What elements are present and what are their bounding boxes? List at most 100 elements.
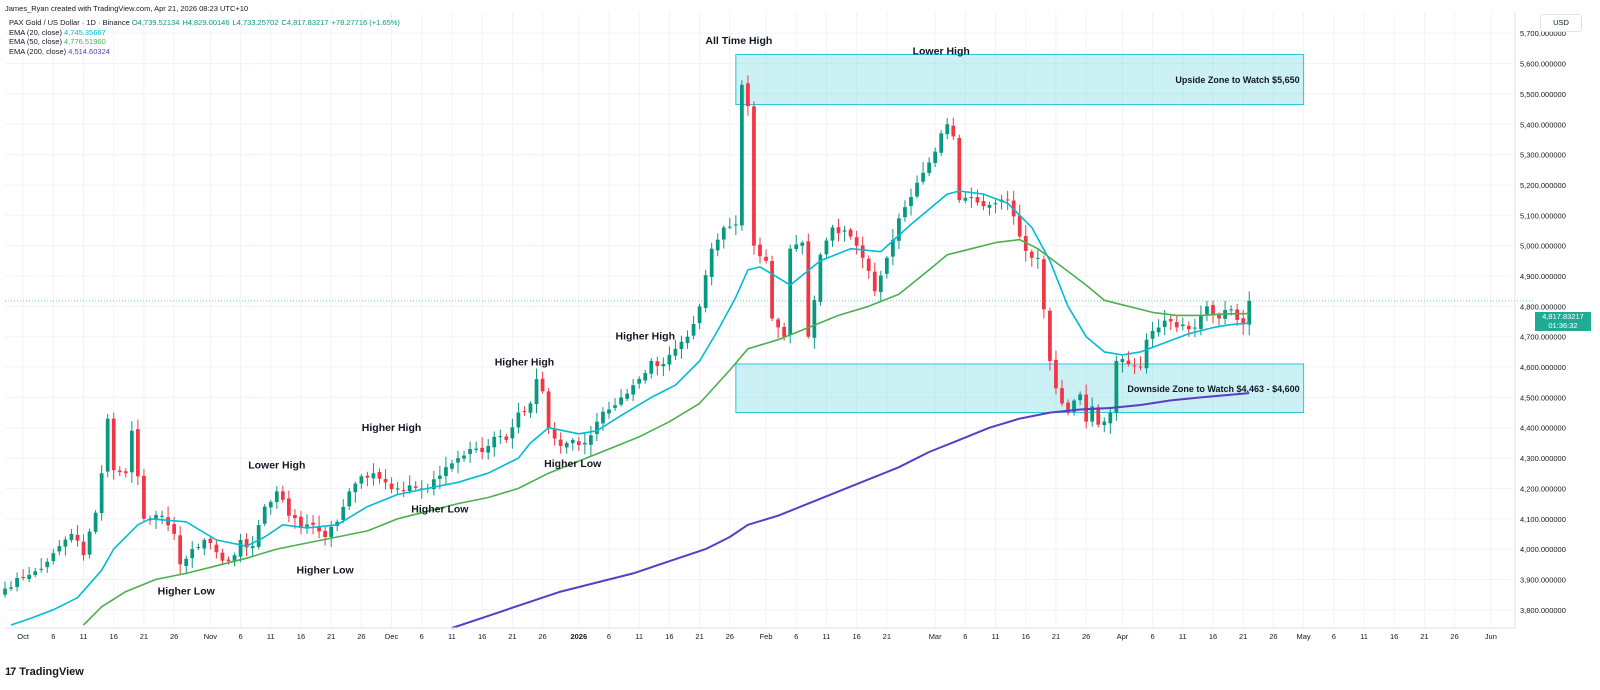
ohlc-low: L4,733.25702	[232, 18, 279, 27]
y-tick-label: 5,700.000000	[1520, 29, 1566, 38]
currency-button[interactable]: USD	[1540, 14, 1582, 32]
candle-body	[148, 519, 152, 521]
candle-body	[1199, 315, 1203, 329]
x-tick-label: 21	[140, 632, 148, 641]
candle-body	[196, 547, 201, 549]
candle-body	[401, 490, 406, 492]
y-tick-label: 4,700.000000	[1520, 333, 1566, 342]
y-tick-label: 4,600.000000	[1520, 363, 1566, 372]
ohlc-values: O4,739.52134 H4,829.00146 L4,733.25702 C4,8…	[132, 18, 403, 27]
candle-body	[123, 471, 128, 474]
candle-body	[413, 486, 418, 488]
candle-body	[129, 430, 134, 473]
candle-body	[842, 230, 847, 232]
candle-body	[897, 218, 901, 241]
candle-body	[142, 475, 146, 519]
tradingview-logo[interactable]: 17 TradingView	[5, 666, 84, 678]
candle-body	[214, 544, 219, 553]
candle-body	[788, 248, 793, 336]
x-tick-label: Apr	[1117, 632, 1129, 641]
ema200-legend[interactable]: EMA (200, close) 4,514.60324	[9, 47, 110, 57]
candle-body	[474, 448, 478, 450]
candle-body	[637, 378, 642, 384]
ema20-legend[interactable]: EMA (20, close) 4,745.35667	[9, 28, 106, 38]
candle-body	[601, 411, 605, 424]
candle-body	[740, 84, 744, 226]
x-tick-label: Feb	[760, 632, 773, 641]
x-tick-label: 6	[1151, 632, 1155, 641]
x-tick-label: 11	[823, 632, 831, 641]
x-tick-label: 21	[1420, 632, 1428, 641]
candle-body	[63, 539, 68, 547]
candle-body	[510, 427, 515, 439]
x-tick-label: 11	[448, 632, 456, 641]
candle-body	[1042, 259, 1046, 310]
x-tick-label: Dec	[385, 632, 399, 641]
candle-body	[848, 229, 853, 237]
zone-label: Downside Zone to Watch $4,463 - $4,600	[1127, 384, 1299, 394]
candle-body	[287, 498, 291, 516]
y-tick-label: 4,800.000000	[1520, 302, 1566, 311]
candle-body	[1005, 199, 1010, 201]
candle-body	[643, 373, 648, 381]
candle-body	[613, 405, 617, 408]
candle-body	[184, 558, 189, 567]
symbol-title[interactable]: PAX Gold / US Dollar · 1D · Binance	[9, 18, 130, 27]
ema50-legend[interactable]: EMA (50, close) 4,776.51960	[9, 37, 106, 47]
candle-body	[1029, 251, 1034, 258]
candle-body	[951, 125, 956, 137]
symbol-line[interactable]: PAX Gold / US Dollar · 1D · Binance O4,7…	[9, 18, 403, 28]
candle-body	[746, 83, 750, 107]
candle-body	[238, 540, 243, 557]
x-tick-label: Oct	[17, 632, 30, 641]
x-tick-label: 26	[170, 632, 178, 641]
annotation-label: Higher Low	[297, 564, 355, 576]
x-tick-label: 16	[297, 632, 305, 641]
ema50-label[interactable]: EMA (50, close)	[9, 37, 62, 46]
annotation-label: Higher High	[362, 422, 422, 434]
candle-body	[256, 525, 261, 547]
y-tick-label: 5,000.000000	[1520, 242, 1566, 251]
candle-body	[1217, 315, 1221, 319]
candle-body	[655, 361, 660, 367]
candle-body	[546, 391, 551, 428]
candle-body	[552, 428, 557, 439]
candle-body	[208, 538, 213, 544]
candle-body	[1126, 360, 1131, 364]
candle-body	[1241, 318, 1246, 325]
ema-lines	[10, 190, 1250, 629]
candle-body	[154, 515, 158, 519]
candle-body	[800, 242, 805, 246]
ema200-label[interactable]: EMA (200, close)	[9, 46, 67, 56]
candle-body	[1162, 320, 1167, 328]
x-tick-label: 16	[478, 632, 486, 641]
candle-body	[570, 439, 575, 444]
candle-body	[860, 245, 865, 258]
annotations: All Time High Lower High Higher High Higher…	[158, 35, 970, 598]
candle-body	[758, 244, 762, 257]
candle-body	[969, 197, 974, 199]
grid	[5, 12, 1535, 628]
x-tick-label: 21	[883, 632, 891, 641]
candle-body	[595, 421, 599, 435]
candle-body	[957, 137, 962, 201]
candle-body	[69, 533, 74, 541]
candle-body	[87, 531, 92, 555]
annotation-label: Higher Low	[158, 586, 216, 598]
candle-body	[323, 530, 327, 537]
y-tick-label: 4,400.000000	[1520, 424, 1566, 433]
candle-body	[625, 393, 629, 399]
candle-body	[172, 524, 176, 534]
ema20-label[interactable]: EMA (20, close)	[9, 27, 62, 37]
candle-body	[1114, 360, 1119, 414]
candle-body	[486, 445, 491, 453]
candles	[3, 75, 1252, 598]
candle-body	[854, 237, 859, 246]
x-tick-label: 11	[635, 632, 643, 641]
x-tick-label: 11	[1360, 632, 1368, 641]
creator-line: James_Ryan created with TradingView.com,…	[5, 4, 249, 13]
annotation-label: Higher Low	[411, 504, 469, 516]
x-tick-label: 26	[1269, 632, 1277, 641]
candle-body	[691, 324, 696, 336]
